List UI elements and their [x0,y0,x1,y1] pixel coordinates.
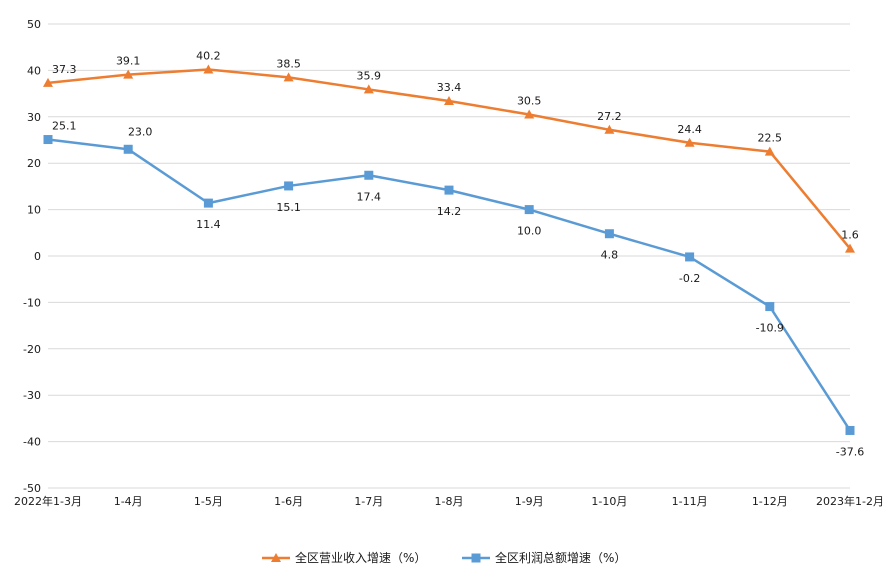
data-label: 1.6 [841,229,859,242]
legend-marker [471,553,481,563]
x-tick-label: 1-5月 [194,495,223,508]
data-label: 14.2 [437,205,462,218]
y-tick-label: -10 [23,296,41,309]
data-point-marker [203,198,213,208]
data-point-marker [444,96,454,106]
legend-label: 全区营业收入增速（%） [295,550,426,565]
data-point-marker [845,243,855,253]
data-label: -37.6 [836,445,864,458]
data-label: 4.8 [601,249,619,262]
y-tick-label: -30 [23,389,41,402]
data-label: -0.2 [679,272,700,285]
y-tick-label: 30 [27,111,41,124]
legend-marker [271,553,281,562]
y-tick-label: -20 [23,343,41,356]
y-axis-ticks: 50 40 30 20 10 0 -10 -20 -30 -40 -50 [23,18,41,495]
data-point-marker [43,135,53,145]
data-point-marker [203,64,214,74]
data-label: -10.9 [756,322,784,335]
y-tick-label: 10 [27,204,41,217]
data-label: 15.1 [276,201,301,214]
y-tick-label: 40 [27,64,41,77]
x-tick-label: 1-6月 [274,495,303,508]
data-label: 40.2 [196,49,221,62]
x-tick-label: 1-4月 [114,495,143,508]
data-point-marker [845,425,855,435]
y-tick-label: -50 [23,482,41,495]
data-point-marker [685,252,695,262]
data-label: 30.5 [517,94,542,107]
data-point-marker [604,229,614,239]
data-point-marker [765,302,775,312]
series-lines [43,64,855,435]
data-point-marker [524,109,535,119]
data-point-marker [364,170,374,180]
data-label: 27.2 [597,110,622,123]
x-tick-label: 1-11月 [672,495,708,508]
data-label: 39.1 [116,55,141,68]
x-tick-label: 1-9月 [515,495,544,508]
data-label: 23.0 [128,125,153,138]
legend-label: 全区利润总额增速（%） [495,550,626,565]
data-label: 11.4 [196,218,221,231]
data-label: 22.5 [758,132,783,145]
data-point-marker [363,84,374,94]
x-tick-label: 2022年1-3月 [14,494,82,508]
data-point-marker [524,205,534,215]
data-point-marker [444,185,454,195]
y-tick-label: 0 [34,250,41,263]
y-tick-label: 50 [27,18,41,31]
data-point-marker [283,72,294,82]
x-axis-ticks: 2022年1-3月 1-4月 1-5月 1-6月 1-7月 1-8月 1-9月 1-10月 1-… [14,494,884,508]
x-tick-label: 1-10月 [591,495,627,508]
data-label: 38.5 [276,57,301,70]
data-point-marker [43,77,53,87]
x-tick-label: 2023年1-2月 [816,494,884,508]
data-labels: 37.3 39.1 40.2 38.5 35.9 33.4 30.5 27.2 24.4 22.5… [52,49,864,458]
data-point-marker [123,144,133,154]
data-point-marker [123,69,134,79]
data-label: 33.4 [437,81,462,94]
legend: 全区营业收入增速（%） 全区利润总额增速（%） [262,550,626,565]
data-point-marker [764,146,775,156]
data-point-marker [284,181,294,191]
series-line-2 [46,138,852,432]
y-tick-label: -40 [23,436,41,449]
data-point-marker [684,137,695,147]
data-label: 17.4 [357,190,382,203]
data-label: 24.4 [677,123,702,136]
data-label: 25.1 [52,120,77,133]
data-point-marker [604,124,615,134]
x-tick-label: 1-12月 [752,495,788,508]
x-tick-label: 1-7月 [354,495,383,508]
data-label: 35.9 [357,69,382,82]
y-tick-label: 20 [27,157,41,170]
data-label: 10.0 [517,225,542,238]
x-tick-label: 1-8月 [435,495,464,508]
data-label: 37.3 [52,63,77,76]
